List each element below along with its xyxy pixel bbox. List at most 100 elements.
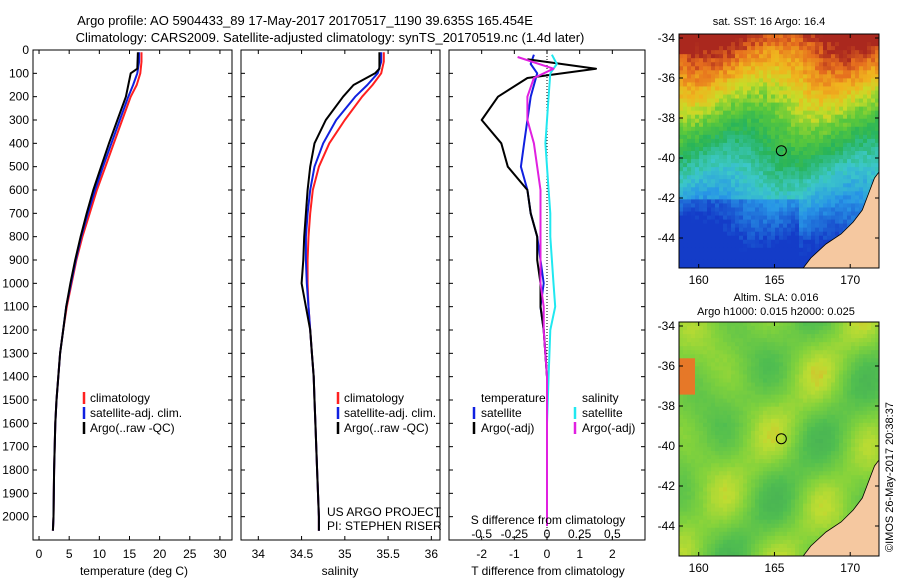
heatmap-cell <box>711 142 716 148</box>
heatmap-cell <box>795 199 800 204</box>
heatmap-cell <box>855 346 860 351</box>
heatmap-cell <box>811 410 816 416</box>
heatmap-cell <box>863 362 868 367</box>
heatmap-cell <box>775 447 780 452</box>
heatmap-cell <box>731 358 736 363</box>
heatmap-cell <box>751 151 756 156</box>
heatmap-cell <box>691 98 696 104</box>
heatmap-cell <box>747 382 752 388</box>
heatmap-cell <box>851 78 856 83</box>
heatmap-cell <box>851 342 856 347</box>
heatmap-cell <box>759 134 764 140</box>
heatmap-cell <box>707 138 712 144</box>
heatmap-cell <box>703 402 708 408</box>
heatmap-cell <box>771 235 776 241</box>
heatmap-cell <box>695 459 700 464</box>
heatmap-cell <box>763 231 768 237</box>
heatmap-cell <box>871 378 876 384</box>
heatmap-cell <box>707 430 712 436</box>
heatmap-cell <box>699 106 704 112</box>
heatmap-cell <box>827 374 832 379</box>
heatmap-cell <box>799 342 804 347</box>
heatmap-cell <box>875 334 879 339</box>
heatmap-cell <box>831 171 836 176</box>
heatmap-cell <box>743 82 748 87</box>
heatmap-cell <box>795 126 800 132</box>
heatmap-cell <box>699 155 704 160</box>
heatmap-cell <box>755 163 760 168</box>
heatmap-cell <box>731 90 736 96</box>
heatmap-cell <box>723 126 728 132</box>
heatmap-cell <box>851 102 856 108</box>
heatmap-cell <box>723 54 728 59</box>
heatmap-cell <box>759 215 764 221</box>
heatmap-cell <box>759 50 764 55</box>
heatmap-cell <box>859 203 864 208</box>
heatmap-cell <box>751 354 756 359</box>
heatmap-cell <box>691 338 696 343</box>
heatmap-cell <box>711 259 716 265</box>
heatmap-cell <box>819 38 824 43</box>
heatmap-cell <box>811 386 816 392</box>
heatmap-cell <box>747 451 752 456</box>
heatmap-cell <box>763 118 768 124</box>
heatmap-cell <box>835 223 840 229</box>
heatmap-cell <box>735 439 740 444</box>
heatmap-cell <box>687 263 692 268</box>
heatmap-cell <box>839 167 844 172</box>
heatmap-cell <box>843 78 848 83</box>
heatmap-cell <box>835 398 840 404</box>
heatmap-cell <box>867 406 872 412</box>
heatmap-cell <box>759 163 764 168</box>
heatmap-cell <box>867 179 872 184</box>
heatmap-cell <box>731 386 736 392</box>
heatmap-cell <box>747 330 752 335</box>
heatmap-cell <box>855 126 860 132</box>
heatmap-cell <box>683 175 688 180</box>
heatmap-cell <box>851 50 856 55</box>
heatmap-cell <box>747 378 752 384</box>
heatmap-cell <box>723 398 728 404</box>
heatmap-cell <box>715 334 720 339</box>
heatmap-cell <box>679 106 684 112</box>
heatmap-cell <box>807 98 812 104</box>
heatmap-cell <box>683 82 688 87</box>
heatmap-cell <box>823 187 828 192</box>
heatmap-cell <box>807 106 812 112</box>
heatmap-cell <box>775 227 780 233</box>
heatmap-cell <box>731 374 736 379</box>
heatmap-cell <box>823 98 828 104</box>
heatmap-cell <box>711 346 716 351</box>
heatmap-cell <box>779 443 784 448</box>
heatmap-cell <box>835 167 840 172</box>
heatmap-cell <box>819 175 824 180</box>
heatmap-cell <box>707 418 712 424</box>
heatmap-cell <box>775 455 780 460</box>
heatmap-cell <box>751 406 756 412</box>
heatmap-cell <box>827 167 832 172</box>
heatmap-cell <box>831 155 836 160</box>
heatmap-cell <box>863 42 868 47</box>
heatmap-cell <box>743 334 748 339</box>
heatmap-cell <box>791 42 796 47</box>
heatmap-cell <box>715 342 720 347</box>
heatmap-cell <box>707 219 712 225</box>
heatmap-cell <box>835 358 840 363</box>
heatmap-cell <box>779 163 784 168</box>
heatmap-cell <box>831 334 836 339</box>
heatmap-cell <box>851 155 856 160</box>
heatmap-cell <box>747 167 752 172</box>
heatmap-cell <box>847 346 852 351</box>
heatmap-cell <box>679 146 684 152</box>
heatmap-cell <box>759 46 764 51</box>
heatmap-cell <box>759 330 764 335</box>
heatmap-cell <box>695 175 700 180</box>
heatmap-cell <box>815 434 820 440</box>
heatmap-cell <box>707 175 712 180</box>
heatmap-cell <box>711 82 716 87</box>
heatmap-cell <box>827 78 832 83</box>
heatmap-cell <box>799 434 804 440</box>
heatmap-cell <box>867 382 872 388</box>
heatmap-cell <box>719 255 724 261</box>
heatmap-cell <box>727 374 732 379</box>
